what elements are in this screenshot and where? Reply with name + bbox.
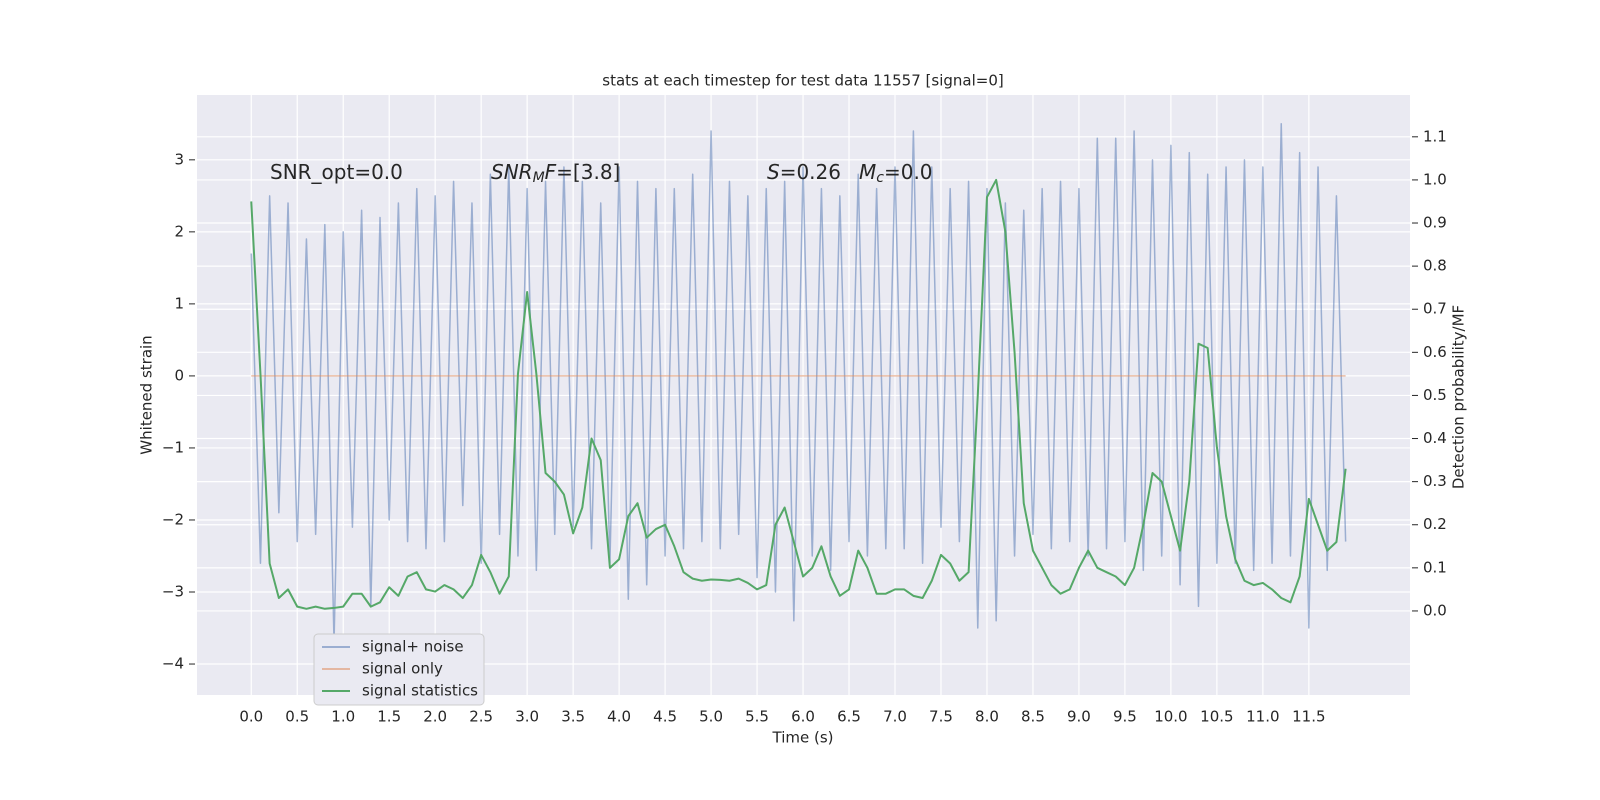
y2-tick-label: 0.0 — [1423, 601, 1447, 619]
x-tick-label: 8.5 — [1021, 708, 1045, 726]
legend-label: signal statistics — [362, 682, 478, 700]
annotation-part: M — [533, 170, 545, 186]
annotation-part: SNR_opt=0.0 — [270, 160, 403, 184]
x-tick-label: 10.0 — [1154, 708, 1187, 726]
annotation-part: =0.0 — [884, 160, 933, 184]
annotation-part: =[3.8] — [556, 160, 620, 184]
x-tick-label: 2.5 — [469, 708, 493, 726]
x-tick-label: 7.0 — [883, 708, 907, 726]
annotation: SNR_opt=0.0 — [270, 160, 403, 184]
y-tick-label: −3 — [162, 582, 184, 600]
y-tick-label: 3 — [174, 150, 184, 168]
y-tick-label: −4 — [162, 655, 184, 673]
y-tick-label: 1 — [174, 294, 184, 312]
x-tick-label: 3.5 — [561, 708, 585, 726]
y2-tick-label: 1.0 — [1423, 170, 1447, 188]
y2-tick-label: 1.1 — [1423, 127, 1447, 145]
annotation-part: F — [545, 160, 557, 184]
annotation-part: =0.26 — [780, 160, 841, 184]
x-tick-label: 8.0 — [975, 708, 999, 726]
x-tick-label: 0.5 — [285, 708, 309, 726]
y2-tick-label: 0.9 — [1423, 214, 1447, 232]
x-tick-label: 7.5 — [929, 708, 953, 726]
x-tick-label: 11.5 — [1292, 708, 1325, 726]
y-tick-label: −2 — [162, 510, 184, 528]
x-tick-label: 2.0 — [423, 708, 447, 726]
x-axis-title: Time (s) — [772, 729, 834, 747]
x-tick-label: 5.5 — [745, 708, 769, 726]
legend-label: signal+ noise — [362, 638, 464, 656]
series-line — [250, 178, 1347, 610]
y-tick-label: −1 — [162, 438, 184, 456]
x-tick-label: 4.0 — [607, 708, 631, 726]
x-tick-label: 3.0 — [515, 708, 539, 726]
y2-tick-label: 0.2 — [1423, 515, 1447, 533]
x-tick-label: 11.0 — [1246, 708, 1279, 726]
legend-box — [313, 633, 485, 706]
annotation-part: M — [859, 160, 876, 184]
y2-tick-label: 0.5 — [1423, 386, 1447, 404]
x-tick-label: 9.0 — [1067, 708, 1091, 726]
x-tick-label: 10.5 — [1200, 708, 1233, 726]
y2-axis-title: Detection probability/MF — [1450, 305, 1468, 489]
x-tick-label: 1.0 — [331, 708, 355, 726]
x-tick-label: 6.0 — [791, 708, 815, 726]
y-tick-label: 0 — [174, 366, 184, 384]
y-tick-label: 2 — [174, 222, 184, 240]
annotation: S=0.26 — [767, 160, 841, 184]
x-tick-label: 1.5 — [377, 708, 401, 726]
x-tick-label: 5.0 — [699, 708, 723, 726]
annotation: SNRMF=[3.8] — [491, 160, 620, 187]
legend-label: signal only — [362, 660, 443, 678]
x-tick-label: 6.5 — [837, 708, 861, 726]
y2-tick-label: 0.6 — [1423, 343, 1447, 361]
x-tick-label: 4.5 — [653, 708, 677, 726]
annotation: Mc=0.0 — [859, 160, 933, 187]
y2-tick-label: 0.8 — [1423, 257, 1447, 275]
x-tick-label: 9.5 — [1113, 708, 1137, 726]
y2-tick-label: 0.3 — [1423, 472, 1447, 490]
y-axis-title: Whitened strain — [138, 335, 156, 454]
y2-tick-label: 0.4 — [1423, 429, 1447, 447]
x-tick-label: 0.0 — [239, 708, 263, 726]
y2-tick-label: 0.1 — [1423, 558, 1447, 576]
annotation-part: S — [767, 160, 780, 184]
y2-tick-label: 0.7 — [1423, 300, 1447, 318]
chart-title: stats at each timestep for test data 115… — [602, 72, 1003, 90]
annotation-part: c — [876, 170, 884, 186]
annotation-part: SNR — [491, 160, 533, 184]
